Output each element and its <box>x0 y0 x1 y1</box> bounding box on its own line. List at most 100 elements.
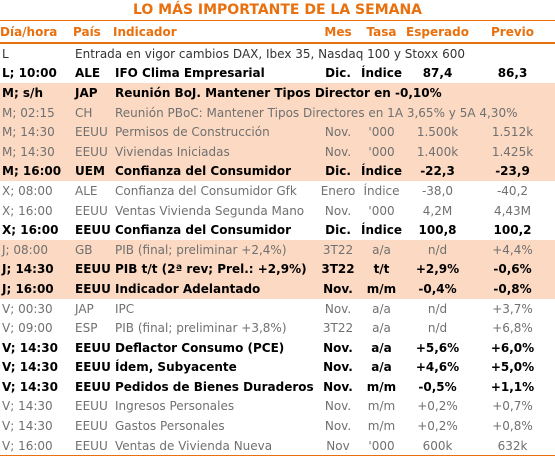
table-cell: 600k <box>405 435 470 457</box>
table-cell: Reunión BoJ. Mantener Tipos Director en … <box>113 83 555 103</box>
table-cell: -22,3 <box>405 161 470 182</box>
table-cell: V; 09:00 <box>2 321 53 336</box>
table-cell: PIB (final; preliminar +3,8%) <box>115 321 287 336</box>
table-row: V; 14:30 EEUU Ídem, Subyacente Nov. a/a +4,6%… <box>0 358 555 378</box>
table-cell: m/m <box>367 399 396 414</box>
table-cell: X; 16:00 <box>2 203 53 218</box>
table-row: V; 09:00 ESP PIB (final; preliminar +3,8%)… <box>0 318 555 338</box>
table-cell: Nov. <box>318 141 358 162</box>
table-cell: '000 <box>358 141 405 162</box>
table-cell: Enero <box>320 183 356 198</box>
table-cell: V; 14:30 <box>2 340 58 355</box>
table-cell: Índice <box>358 161 405 182</box>
table-cell: Ventas de Vivienda Nueva <box>113 435 318 457</box>
table-cell: J; 08:00 <box>0 239 73 260</box>
table-cell: EEUU <box>73 259 113 280</box>
table-cell: a/a <box>372 321 391 336</box>
table-cell: 3T22 <box>322 321 354 336</box>
table-cell: Ventas Vivienda Segunda Mano <box>115 203 305 218</box>
table-cell: a/a <box>372 301 391 316</box>
table-cell: Reunión PBoC: Mantener Tipos Directores … <box>113 102 555 123</box>
table-row: M; 02:15 CH Reunión PBoC: Mantener Tipos D… <box>0 102 555 123</box>
table-cell: J; 14:30 <box>0 259 73 280</box>
table-cell: Nov <box>318 435 358 457</box>
table-cell: IFO Clima Empresarial <box>115 66 265 81</box>
column-header: Indicador <box>113 21 318 44</box>
table-cell: Índice <box>361 223 402 238</box>
table-cell: M; 14:30 <box>0 122 73 142</box>
table-cell: -40,2 <box>496 183 529 198</box>
table-cell: Nov. <box>318 279 358 299</box>
table-cell: ESP <box>75 321 98 336</box>
table-row: V; 00:30 JAP IPC Nov. a/a n/d +3,7% <box>0 299 555 319</box>
column-header: País <box>73 21 113 44</box>
events-table: Día/hora País Indicador Mes Tasa Esperado Prev… <box>0 21 555 457</box>
table-cell: a/a <box>371 360 392 375</box>
table-cell: M; s/h <box>0 83 73 103</box>
table-cell: a/a <box>371 340 392 355</box>
table-cell: Viviendas Iniciadas <box>113 141 318 162</box>
table-cell: Nov. <box>323 340 353 355</box>
table-cell: -0,5% <box>418 379 457 394</box>
table-cell: 100,8 <box>418 223 457 238</box>
table-row: J; 08:00 GB PIB (final; preliminar +2,4%) 3… <box>0 239 555 260</box>
header-row: Día/hora País Indicador Mes Tasa Esperado Prev… <box>0 21 555 44</box>
table-row: M; s/h JAP Reunión BoJ. Mantener Tipos Dir… <box>0 83 555 103</box>
table-cell: PIB t/t (2ª rev; Prel.: +2,9%) <box>113 259 318 280</box>
table-cell: EEUU <box>75 223 111 238</box>
table-cell: UEM <box>73 161 113 182</box>
table-cell: EEUU <box>73 122 113 142</box>
table-cell: J; 16:00 <box>0 279 73 299</box>
table-cell: +6,8% <box>492 321 533 336</box>
table-cell: a/a <box>358 239 405 260</box>
column-header: Tasa <box>358 21 405 44</box>
table-cell: 100,2 <box>493 223 532 238</box>
table-cell: ALE <box>75 183 98 198</box>
table-cell: V; 14:30 <box>2 360 58 375</box>
table-cell: +2,9% <box>405 259 470 280</box>
table-cell: 4,2M <box>422 203 453 218</box>
table-cell: EEUU <box>75 340 111 355</box>
table-cell: +0,8% <box>492 419 533 434</box>
table-cell: L; 10:00 <box>2 66 57 81</box>
table-cell: Nov. <box>324 399 352 414</box>
table-cell: n/d <box>427 321 448 336</box>
table-cell: V; 14:30 <box>2 399 53 414</box>
table-row: X; 16:00 EEUU Confianza del Consumidor Dic.… <box>0 220 555 240</box>
table-row: V; 14:30 EEUU Pedidos de Bienes Duraderos N… <box>0 377 555 397</box>
table-row: J; 14:30 EEUU PIB t/t (2ª rev; Prel.: +2,9… <box>0 259 555 280</box>
table-row: V; 14:30 EEUU Gastos Personales Nov. m/m +0,2… <box>0 416 555 436</box>
table-cell: 3T22 <box>318 239 358 260</box>
table-cell: M; 16:00 <box>0 161 73 182</box>
table-cell: +4,6% <box>415 360 460 375</box>
table-cell: M; 14:30 <box>0 141 73 162</box>
table-cell: -38,0 <box>421 183 454 198</box>
table-cell: Pedidos de Bienes Duraderos <box>115 379 314 394</box>
table-row: L; 10:00 ALE IFO Clima Empresarial Dic. Índi… <box>0 64 555 84</box>
table-cell: V; 14:30 <box>2 419 53 434</box>
table-cell: +6,0% <box>490 340 535 355</box>
table-cell: n/d <box>405 239 470 260</box>
table-cell: PIB (final; preliminar +2,4%) <box>113 239 318 260</box>
table-row: X; 08:00 ALE Confianza del Consumidor Gfk E… <box>0 181 555 201</box>
column-header: Esperado <box>405 21 470 44</box>
table-cell: 3T22 <box>318 259 358 280</box>
table-cell: 1.512k <box>470 122 555 142</box>
table-cell: -0,4% <box>405 279 470 299</box>
table-cell: +0,7% <box>492 399 533 414</box>
table-cell: -0,8% <box>470 279 555 299</box>
table-cell: Nov. <box>324 203 352 218</box>
table-cell: +3,7% <box>492 301 533 316</box>
table-cell: 86,3 <box>497 66 528 81</box>
table-row: V; 14:30 EEUU Ingresos Personales Nov. m/m +0… <box>0 397 555 417</box>
table-cell: '000 <box>358 122 405 142</box>
table-cell: 632k <box>470 435 555 457</box>
table-cell: Confianza del Consumidor <box>115 223 292 238</box>
table-cell: EEUU <box>73 279 113 299</box>
table-cell: EEUU <box>75 203 108 218</box>
table-cell: +1,1% <box>490 379 535 394</box>
table-cell: Ídem, Subyacente <box>115 360 237 375</box>
table-cell: L <box>2 46 9 61</box>
table-cell: EEUU <box>75 399 108 414</box>
